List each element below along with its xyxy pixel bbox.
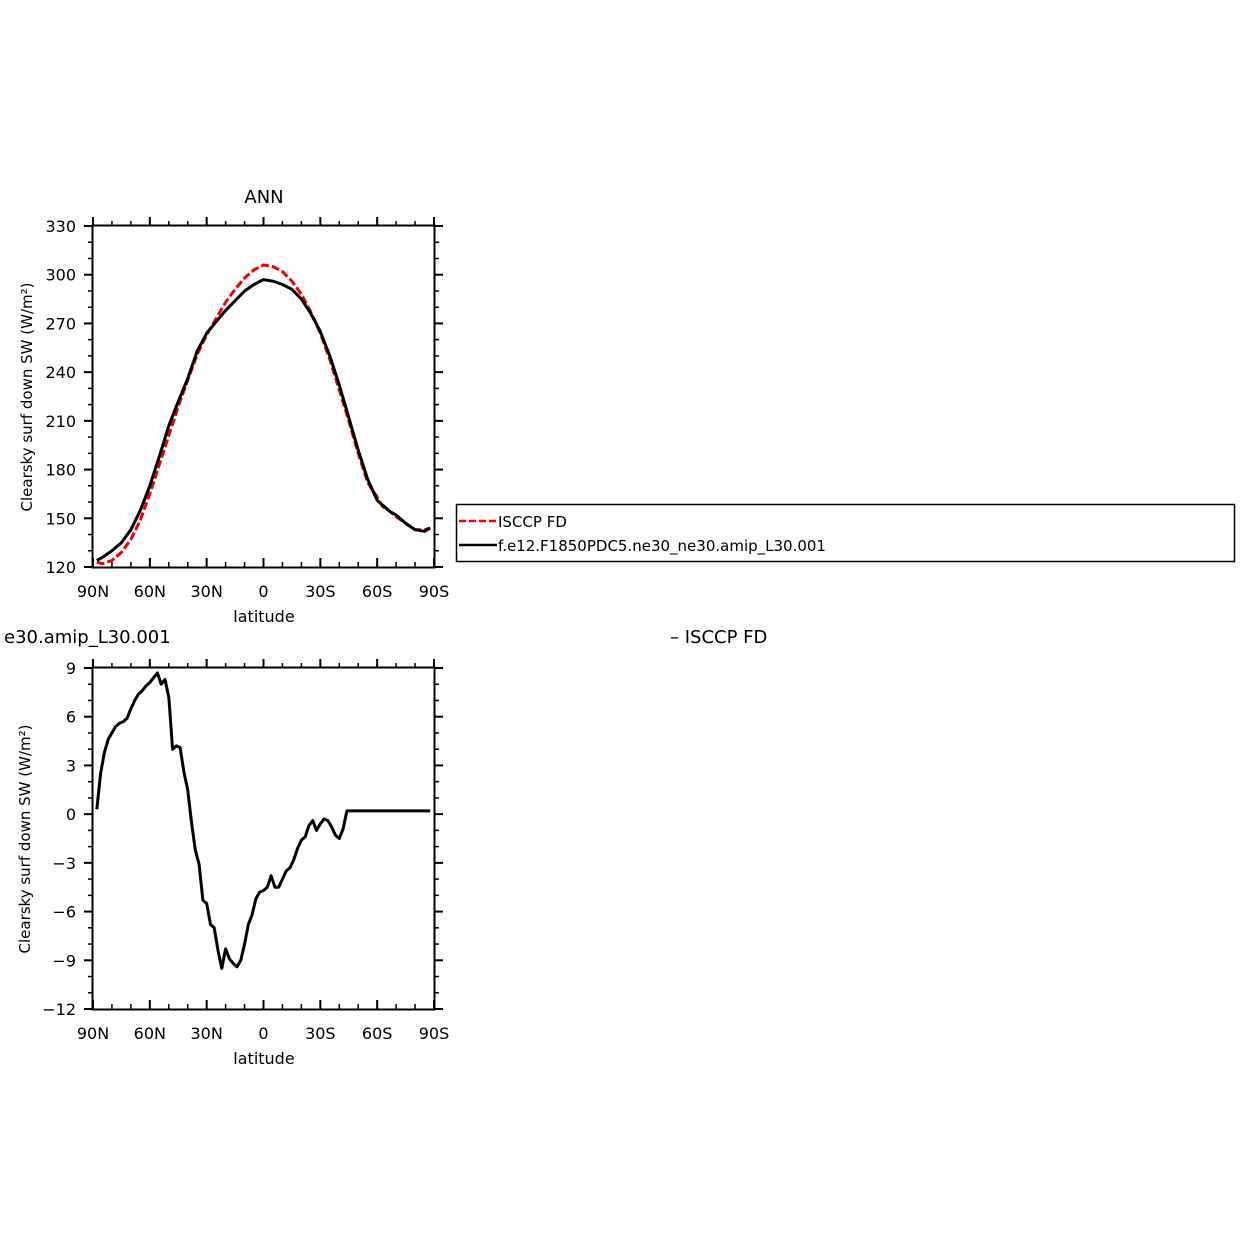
x-axis-label: latitude <box>233 1049 294 1068</box>
chart-title: e30.amip_L30.001 <box>4 627 171 648</box>
series-line-0 <box>96 263 431 566</box>
x-tick-label: 0 <box>258 582 268 601</box>
chart-title: ANN <box>244 187 283 208</box>
y-tick-label: 3 <box>66 756 76 775</box>
y-tick-label: 240 <box>45 363 76 382</box>
y-tick-label: −3 <box>52 854 76 873</box>
legend-entry-model: f.e12.F1850PDC5.ne30_ne30.amip_L30.001 <box>498 537 826 556</box>
y-tick-label: −9 <box>52 951 76 970</box>
y-tick-label: 0 <box>66 805 76 824</box>
y-axis-label: Clearsky surf down SW (W/m²) <box>16 725 34 954</box>
x-axis-label: latitude <box>233 607 294 626</box>
x-tick-label: 30S <box>305 1024 336 1043</box>
x-tick-label: 60N <box>134 1024 166 1043</box>
x-tick-label: 60S <box>362 582 393 601</box>
legend-entry-isccp: ISCCP FD <box>498 513 567 531</box>
x-tick-label: 90N <box>77 1024 109 1043</box>
legend: ISCCP FD f.e12.F1850PDC5.ne30_ne30.amip_… <box>455 503 1236 563</box>
axis-ticks: 90N 60N 30N 0 30S 60S 90S 120 150 180 210 240 270 300… <box>45 217 449 601</box>
y-tick-label: 180 <box>45 461 76 480</box>
x-tick-label: 90N <box>77 582 109 601</box>
x-tick-label: 60S <box>362 1024 393 1043</box>
x-tick-label: 30S <box>305 582 336 601</box>
series-group <box>96 263 431 566</box>
x-tick-label: 30N <box>191 582 223 601</box>
y-tick-label: 9 <box>66 659 76 678</box>
y-axis-label: Clearsky surf down SW (W/m²) <box>18 283 36 512</box>
y-tick-label: 210 <box>45 412 76 431</box>
series-line-0 <box>95 671 431 970</box>
axis-ticks: 90N 60N 30N 0 30S 60S 90S −12 −9 −6 −3 0 3 6 9 <box>42 659 449 1043</box>
chart-title-right: – ISCCP FD <box>670 627 767 648</box>
x-tick-label: 30N <box>191 1024 223 1043</box>
y-tick-label: −6 <box>52 903 76 922</box>
plot-frame <box>91 666 436 1011</box>
x-tick-label: 90S <box>419 582 450 601</box>
series-group <box>95 671 431 970</box>
x-tick-label: 0 <box>258 1024 268 1043</box>
y-tick-label: 300 <box>45 266 76 285</box>
series-line-1 <box>96 278 431 562</box>
y-tick-label: −12 <box>42 1000 76 1019</box>
y-tick-label: 270 <box>45 314 76 333</box>
y-tick-label: 6 <box>66 708 76 727</box>
y-tick-label: 120 <box>45 558 76 577</box>
y-tick-label: 330 <box>45 217 76 236</box>
x-tick-label: 90S <box>419 1024 450 1043</box>
y-tick-label: 150 <box>45 509 76 528</box>
legend-box <box>455 503 1236 563</box>
x-tick-label: 60N <box>134 582 166 601</box>
chart-panel-annual: ANN 90N 60N 30N 0 30S 60S 90S 120 150 180 210 240 27… <box>18 187 449 626</box>
plot-frame <box>91 224 436 569</box>
chart-panel-difference: e30.amip_L30.001 – ISCCP FD 90N 60N 30N 0 30… <box>4 627 767 1068</box>
